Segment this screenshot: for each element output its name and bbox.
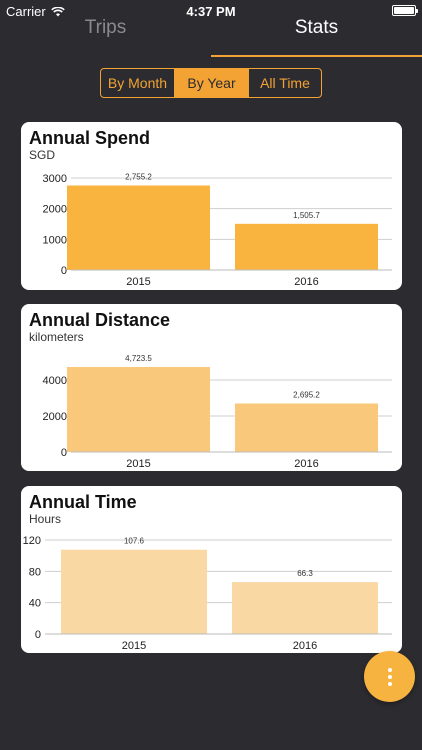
- y-tick-label: 0: [35, 629, 41, 641]
- y-tick-label: 80: [29, 566, 41, 578]
- battery-icon: [392, 5, 418, 16]
- bar: [235, 223, 378, 270]
- more-options-button[interactable]: [364, 651, 415, 702]
- segment-all-time[interactable]: All Time: [260, 75, 310, 91]
- segment-by-month[interactable]: By Month: [101, 69, 175, 97]
- annual-distance-subtitle: kilometers: [29, 330, 84, 344]
- tab-stats[interactable]: Stats: [294, 17, 339, 38]
- tab-trips[interactable]: Trips: [84, 17, 127, 38]
- status-time: 4:37 PM: [186, 4, 236, 19]
- annual-distance-card: Annual Distance kilometers 0 2000 4000 4,72…: [21, 304, 402, 471]
- bar: [235, 403, 378, 452]
- x-tick-label: 2016: [293, 640, 317, 652]
- annual-distance-title: Annual Distance: [29, 310, 171, 330]
- y-tick-label: 40: [29, 598, 41, 610]
- bar: [67, 185, 210, 270]
- y-tick-label: 120: [23, 535, 41, 547]
- annual-distance-chart: 0 2000 4000 4,723.5 2015 2,695.2 2016: [43, 354, 392, 470]
- x-tick-label: 2016: [294, 458, 318, 470]
- carrier-label: Carrier: [6, 4, 46, 19]
- y-tick-label: 0: [61, 447, 67, 459]
- annual-time-chart: 0 40 80 120 107.6 2015 66.3 2016: [23, 535, 392, 652]
- y-tick-label: 1000: [43, 234, 67, 246]
- status-right: [392, 5, 418, 16]
- active-tab-indicator: [211, 55, 422, 57]
- bar: [232, 582, 378, 634]
- bar: [61, 549, 207, 634]
- wifi-icon: [50, 6, 65, 16]
- annual-time-subtitle: Hours: [29, 512, 62, 526]
- status-left: Carrier: [6, 4, 65, 19]
- annual-spend-title: Annual Spend: [29, 128, 150, 148]
- y-tick-label: 4000: [43, 375, 67, 387]
- x-tick-label: 2015: [126, 458, 150, 470]
- bar: [67, 366, 210, 452]
- annual-spend-card: Annual Spend SGD 0 1000 2000 3000 2,755.2 201…: [21, 122, 402, 290]
- bar-value-label: 2,755.2: [125, 173, 152, 182]
- annual-time-card: Annual Time Hours 0 40 80 120 107.6 2015 66.3 2…: [21, 486, 402, 653]
- y-tick-label: 3000: [43, 173, 67, 185]
- x-tick-label: 2015: [126, 276, 150, 288]
- bar-value-label: 107.6: [124, 537, 145, 546]
- top-tabs: Trips Stats: [0, 14, 422, 58]
- annual-spend-chart: 0 1000 2000 3000 2,755.2 2015 1,505.7 2016: [43, 173, 392, 288]
- bar-value-label: 4,723.5: [125, 354, 152, 363]
- annual-spend-subtitle: SGD: [29, 148, 56, 162]
- y-tick-label: 0: [61, 265, 67, 277]
- status-bar: Carrier 4:37 PM: [0, 0, 422, 22]
- y-tick-label: 2000: [43, 411, 67, 423]
- bar-value-label: 2,695.2: [293, 390, 320, 399]
- annual-time-title: Annual Time: [29, 492, 137, 512]
- bar-value-label: 66.3: [297, 569, 313, 578]
- x-tick-label: 2016: [294, 276, 318, 288]
- more-vertical-icon: [387, 667, 392, 686]
- bar-value-label: 1,505.7: [293, 211, 320, 220]
- segment-by-year[interactable]: By Year: [175, 69, 249, 97]
- y-tick-label: 2000: [43, 204, 67, 216]
- period-segmented-control: By Month By Year All Time: [100, 68, 322, 98]
- x-tick-label: 2015: [122, 640, 146, 652]
